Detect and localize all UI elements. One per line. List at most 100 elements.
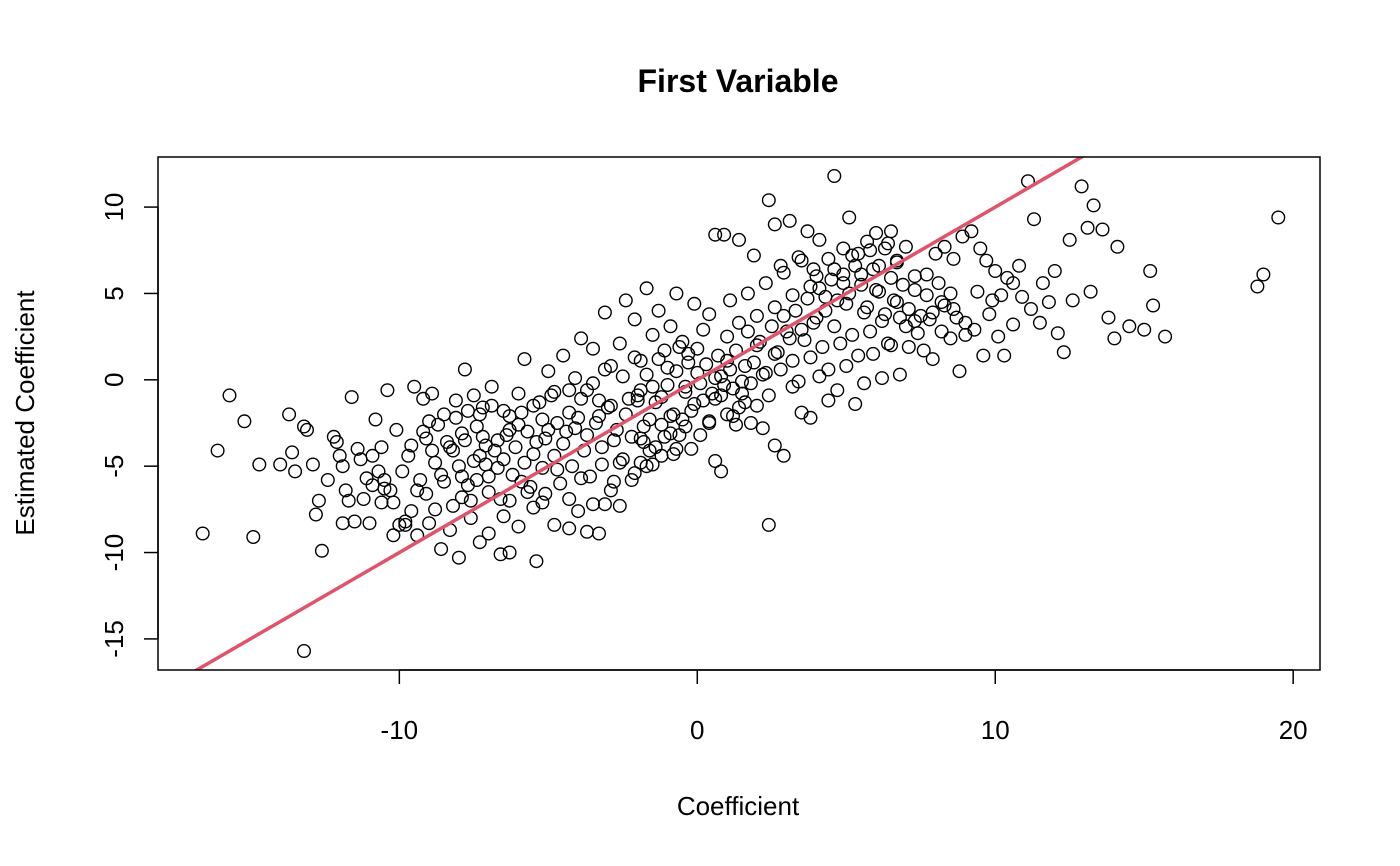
data-point: [377, 481, 392, 496]
x-axis: -10 0 10 20: [381, 669, 1308, 745]
x-axis-label: Coefficient: [677, 791, 800, 821]
data-point: [481, 485, 496, 500]
data-point: [702, 307, 717, 322]
data-point: [821, 251, 836, 266]
data-point: [502, 545, 517, 560]
data-point: [743, 376, 758, 391]
data-point: [937, 298, 952, 313]
data-point: [761, 193, 776, 208]
data-point: [767, 300, 782, 315]
data-point: [708, 227, 723, 242]
data-point: [678, 379, 693, 394]
data-point: [827, 319, 842, 334]
data-point: [687, 397, 702, 412]
data-point: [401, 448, 416, 463]
data-point: [663, 319, 678, 334]
data-point: [898, 239, 913, 254]
data-point: [845, 327, 860, 342]
data-point: [422, 414, 437, 429]
data-point: [597, 305, 612, 320]
data-point: [535, 412, 550, 427]
data-point: [437, 474, 452, 489]
data-point: [547, 517, 562, 532]
data-point: [526, 447, 541, 462]
data-point: [806, 262, 821, 277]
data-point: [636, 435, 651, 450]
data-point: [446, 498, 461, 513]
x-tick-label: 0: [690, 715, 704, 745]
data-point: [374, 495, 389, 510]
data-point: [878, 307, 893, 322]
data-point: [615, 452, 630, 467]
data-point: [434, 542, 449, 557]
data-point: [562, 521, 577, 536]
data-point: [925, 352, 940, 367]
data-point: [594, 440, 609, 455]
data-point: [666, 447, 681, 462]
data-point: [344, 390, 359, 405]
data-point: [773, 258, 788, 273]
data-point: [1083, 284, 1098, 299]
data-point: [875, 314, 890, 329]
data-point: [717, 378, 732, 393]
data-point: [851, 348, 866, 363]
data-point: [514, 474, 529, 489]
data-point: [1107, 331, 1122, 346]
data-point: [973, 241, 988, 256]
data-point: [755, 367, 770, 382]
data-point: [511, 386, 526, 401]
data-point: [717, 227, 732, 242]
data-point: [898, 319, 913, 334]
data-point: [785, 288, 800, 303]
data-point: [869, 283, 884, 298]
data-point: [839, 359, 854, 374]
data-point: [612, 498, 627, 513]
data-point: [773, 362, 788, 377]
data-point: [943, 331, 958, 346]
data-point: [946, 251, 961, 266]
data-point: [580, 524, 595, 539]
data-point: [931, 276, 946, 291]
data-point: [532, 395, 547, 410]
data-point: [785, 353, 800, 368]
data-point: [416, 424, 431, 439]
data-point: [669, 286, 684, 301]
data-point: [982, 307, 997, 322]
data-point: [788, 303, 803, 318]
data-point: [767, 438, 782, 453]
data-point: [335, 516, 350, 531]
y-tick-label: 10: [99, 193, 129, 222]
data-point: [508, 440, 523, 455]
chart-title: First Variable: [638, 63, 839, 99]
data-point: [627, 350, 642, 365]
data-point: [478, 438, 493, 453]
data-point: [1143, 264, 1158, 279]
data-point: [884, 224, 899, 239]
data-point: [434, 467, 449, 482]
data-point: [657, 343, 672, 358]
data-point: [907, 269, 922, 284]
data-point: [356, 492, 371, 507]
data-point: [580, 428, 595, 443]
data-point: [600, 400, 615, 415]
data-point: [952, 364, 967, 379]
data-point: [1062, 232, 1077, 247]
y-tick-label: -10: [99, 534, 129, 572]
data-point: [836, 276, 851, 291]
data-point: [541, 364, 556, 379]
data-point: [907, 283, 922, 298]
data-point: [946, 302, 961, 317]
data-point: [833, 336, 848, 351]
data-point: [857, 376, 872, 391]
data-point: [484, 398, 499, 413]
data-point: [806, 315, 821, 330]
data-point: [1101, 310, 1116, 325]
data-point: [618, 293, 633, 308]
data-point: [320, 473, 335, 488]
data-point: [556, 348, 571, 363]
data-point: [362, 516, 377, 531]
data-point: [845, 248, 860, 263]
data-point: [651, 352, 666, 367]
data-point: [1047, 264, 1062, 279]
